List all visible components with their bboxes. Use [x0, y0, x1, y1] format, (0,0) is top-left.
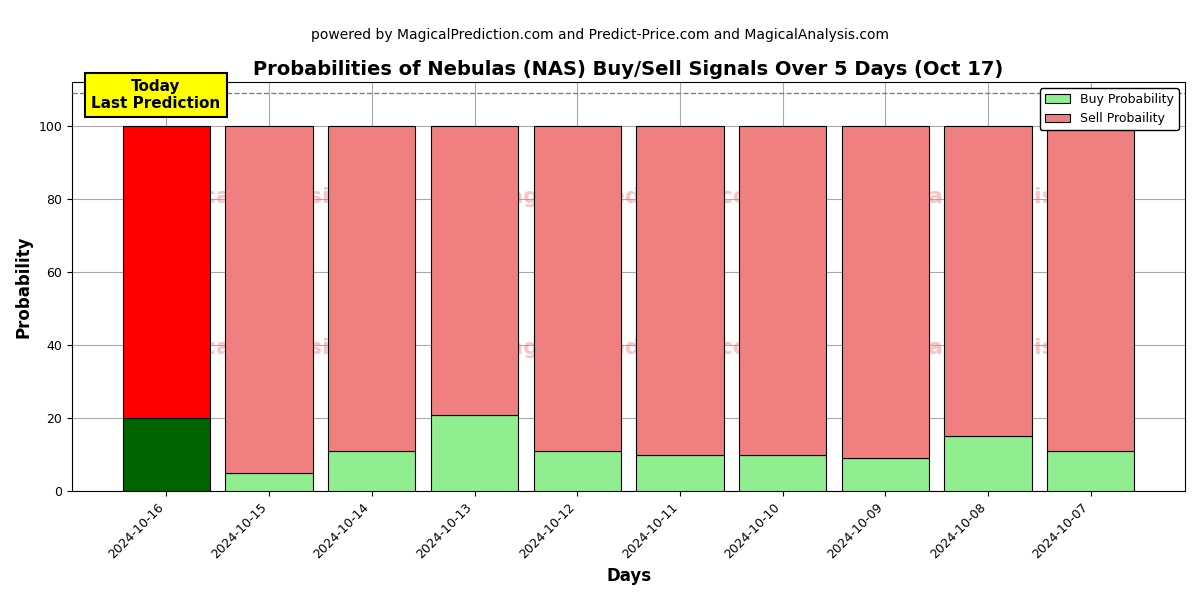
Bar — [841, 126, 929, 458]
Text: MagicalAnalysis.com: MagicalAnalysis.com — [854, 338, 1115, 358]
Bar — [328, 451, 415, 491]
Title: Probabilities of Nebulas (NAS) Buy/Sell Signals Over 5 Days (Oct 17): Probabilities of Nebulas (NAS) Buy/Sell … — [253, 60, 1003, 79]
Text: MagicalAnalysis.com: MagicalAnalysis.com — [142, 338, 403, 358]
Bar — [122, 418, 210, 491]
Text: Today
Last Prediction: Today Last Prediction — [91, 79, 221, 111]
X-axis label: Days: Days — [606, 567, 652, 585]
Bar — [636, 126, 724, 455]
Bar — [226, 473, 313, 491]
Text: MagicalPrediction.com: MagicalPrediction.com — [486, 338, 772, 358]
Legend: Buy Probability, Sell Probaility: Buy Probability, Sell Probaility — [1040, 88, 1178, 130]
Bar — [739, 455, 827, 491]
Text: MagicalAnalysis.com: MagicalAnalysis.com — [854, 187, 1115, 206]
Bar — [944, 126, 1032, 436]
Bar — [431, 126, 518, 415]
Bar — [226, 126, 313, 473]
Y-axis label: Probability: Probability — [16, 235, 34, 338]
Bar — [739, 126, 827, 455]
Bar — [841, 458, 929, 491]
Bar — [122, 126, 210, 418]
Bar — [431, 415, 518, 491]
Bar — [534, 451, 620, 491]
Bar — [328, 126, 415, 451]
Bar — [1048, 126, 1134, 451]
Bar — [1048, 451, 1134, 491]
Text: powered by MagicalPrediction.com and Predict-Price.com and MagicalAnalysis.com: powered by MagicalPrediction.com and Pre… — [311, 28, 889, 42]
Bar — [636, 455, 724, 491]
Text: MagicalAnalysis.com: MagicalAnalysis.com — [142, 187, 403, 206]
Bar — [944, 436, 1032, 491]
Text: MagicalPrediction.com: MagicalPrediction.com — [486, 187, 772, 206]
Bar — [534, 126, 620, 451]
